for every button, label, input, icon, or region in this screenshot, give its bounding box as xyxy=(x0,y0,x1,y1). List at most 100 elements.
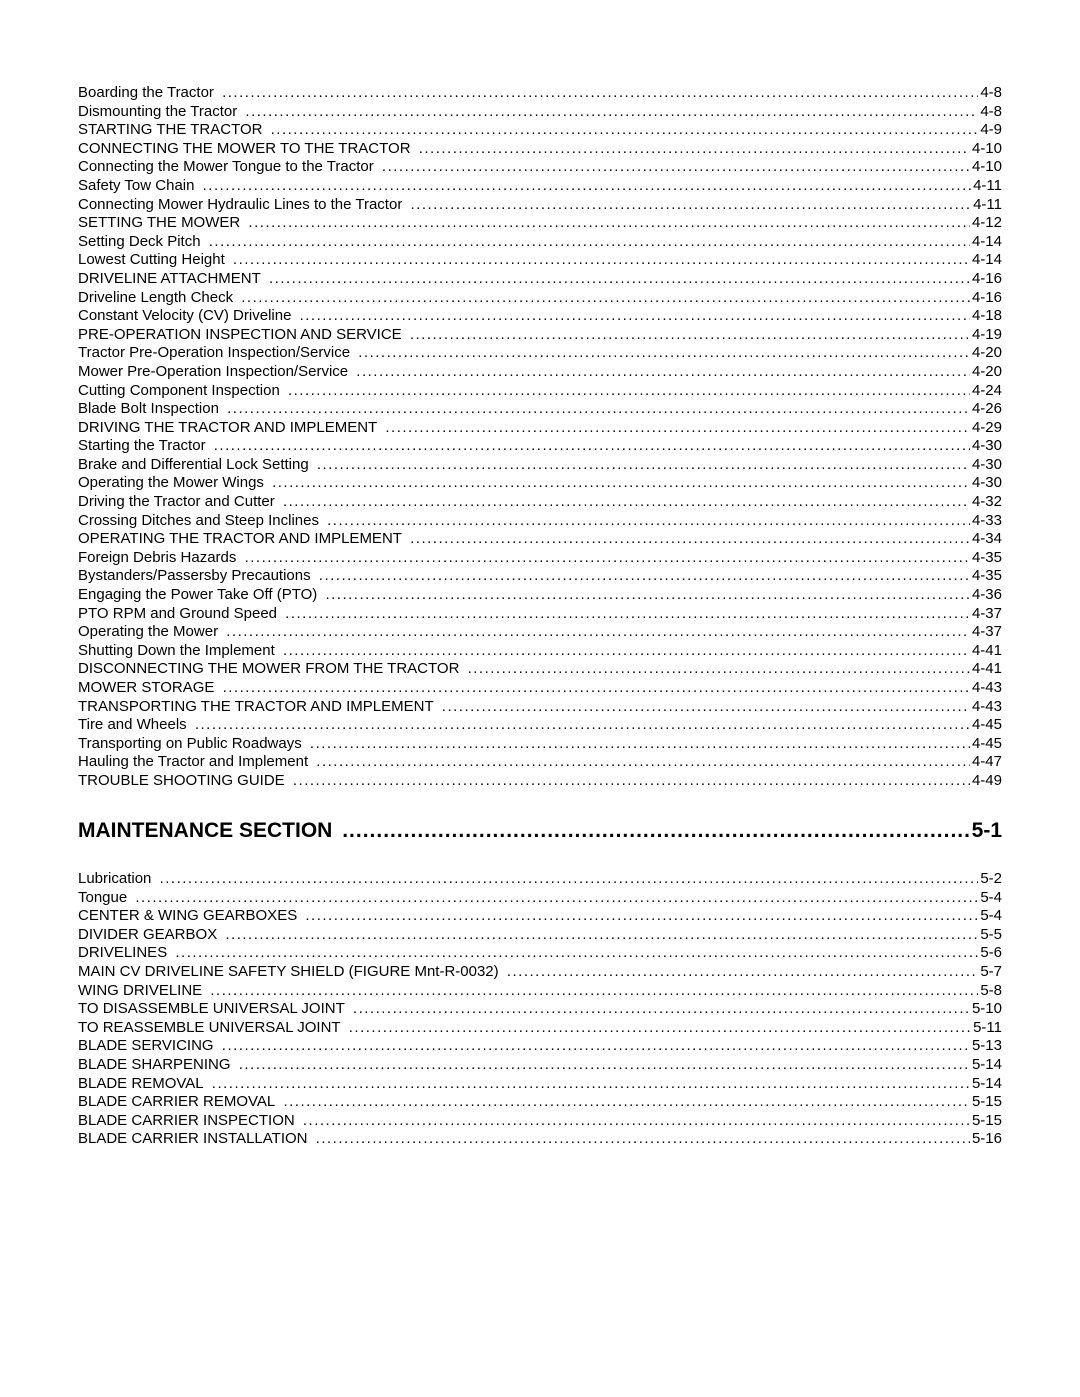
toc-entry: PRE-OPERATION INSPECTION AND SERVICE ...… xyxy=(78,327,1002,342)
toc-entry-page: 4-35 xyxy=(970,550,1002,565)
toc-entry: Setting Deck Pitch .....................… xyxy=(78,234,1002,249)
toc-leader-dots: ........................................… xyxy=(283,494,970,509)
toc-leader-dots: ........................................… xyxy=(310,736,970,751)
toc-leader-dots: ........................................… xyxy=(382,159,970,174)
toc-entry: SETTING THE MOWER ......................… xyxy=(78,215,1002,230)
toc-leader-dots: ........................................… xyxy=(245,104,978,119)
toc-entry-title: Tire and Wheels xyxy=(78,717,189,732)
toc-entry-title: CONNECTING THE MOWER TO THE TRACTOR xyxy=(78,141,413,156)
toc-entry-title: Lubrication xyxy=(78,871,153,886)
toc-entry-page: 4-49 xyxy=(970,773,1002,788)
toc-entry-title: PRE-OPERATION INSPECTION AND SERVICE xyxy=(78,327,404,342)
toc-entry-page: 4-37 xyxy=(970,624,1002,639)
toc-leader-dots: ........................................… xyxy=(410,327,970,342)
toc-entry-title: DRIVING THE TRACTOR AND IMPLEMENT xyxy=(78,420,379,435)
toc-leader-dots: ........................................… xyxy=(269,271,970,286)
toc-entry-page: 4-30 xyxy=(970,438,1002,453)
toc-entry: Crossing Ditches and Steep Inclines ....… xyxy=(78,513,1002,528)
toc-leader-dots: ........................................… xyxy=(316,1131,970,1146)
toc-entry-page: 4-11 xyxy=(971,197,1002,212)
toc-entry-title: Lowest Cutting Height xyxy=(78,252,227,267)
toc-section-5: Lubrication ............................… xyxy=(78,871,1002,1146)
toc-entry: Bystanders/Passersby Precautions .......… xyxy=(78,568,1002,583)
toc-entry-page: 4-14 xyxy=(970,252,1002,267)
toc-entry: Operating the Mower ....................… xyxy=(78,624,1002,639)
toc-leader-dots: ........................................… xyxy=(385,420,970,435)
toc-entry-title: Tongue xyxy=(78,890,129,905)
toc-entry-title: Operating the Mower Wings xyxy=(78,475,266,490)
toc-entry-title: Tractor Pre-Operation Inspection/Service xyxy=(78,345,352,360)
toc-entry-page: 4-14 xyxy=(970,234,1002,249)
toc-leader-dots: ........................................… xyxy=(419,141,970,156)
toc-leader-dots: ........................................… xyxy=(507,964,978,979)
toc-entry-page: 5-14 xyxy=(970,1076,1002,1091)
toc-section-5-header: MAINTENANCE SECTION ....................… xyxy=(78,820,1002,841)
toc-entry: Lowest Cutting Height ..................… xyxy=(78,252,1002,267)
toc-leader-dots: ........................................… xyxy=(319,568,970,583)
toc-entry-page: 5-4 xyxy=(978,890,1002,905)
toc-entry-title: BLADE CARRIER INSPECTION xyxy=(78,1113,297,1128)
toc-entry: Lubrication ............................… xyxy=(78,871,1002,886)
toc-entry-title: Dismounting the Tractor xyxy=(78,104,239,119)
toc-entry-title: DRIVELINE ATTACHMENT xyxy=(78,271,263,286)
toc-leader-dots: ........................................… xyxy=(239,1057,970,1072)
toc-entry: BLADE REMOVAL ..........................… xyxy=(78,1076,1002,1091)
toc-entry-page: 4-16 xyxy=(970,271,1002,286)
toc-entry: TO REASSEMBLE UNIVERSAL JOINT ..........… xyxy=(78,1020,1002,1035)
toc-leader-dots: ........................................… xyxy=(226,624,970,639)
toc-entry-page: 4-47 xyxy=(970,754,1002,769)
toc-entry-page: 4-41 xyxy=(970,643,1002,658)
toc-entry-page: 5-15 xyxy=(970,1113,1002,1128)
toc-entry-title: BLADE CARRIER INSTALLATION xyxy=(78,1131,310,1146)
toc-entry: Tire and Wheels ........................… xyxy=(78,717,1002,732)
toc-entry: Driving the Tractor and Cutter .........… xyxy=(78,494,1002,509)
toc-leader-dots: ........................................… xyxy=(248,215,970,230)
toc-entry: Boarding the Tractor ...................… xyxy=(78,85,1002,100)
toc-entry-page: 4-41 xyxy=(970,661,1002,676)
toc-entry-page: 4-11 xyxy=(971,178,1002,193)
toc-entry: BLADE SHARPENING .......................… xyxy=(78,1057,1002,1072)
toc-entry-page: 4-19 xyxy=(970,327,1002,342)
toc-entry: Dismounting the Tractor ................… xyxy=(78,104,1002,119)
toc-entry: TO DISASSEMBLE UNIVERSAL JOINT .........… xyxy=(78,1001,1002,1016)
toc-leader-dots: ........................................… xyxy=(283,643,970,658)
toc-entry-page: 5-14 xyxy=(970,1057,1002,1072)
toc-entry-title: OPERATING THE TRACTOR AND IMPLEMENT xyxy=(78,531,404,546)
toc-leader-dots: ........................................… xyxy=(195,717,970,732)
toc-leader-dots: ........................................… xyxy=(227,401,970,416)
toc-leader-dots: ........................................… xyxy=(212,1076,970,1091)
toc-entry-page: 4-26 xyxy=(970,401,1002,416)
toc-entry-title: CENTER & WING GEARBOXES xyxy=(78,908,299,923)
toc-entry: Tongue .................................… xyxy=(78,890,1002,905)
toc-leader-dots: ........................................… xyxy=(293,773,970,788)
toc-entry-page: 4-32 xyxy=(970,494,1002,509)
toc-leader-dots: ........................................… xyxy=(317,457,970,472)
toc-entry-page: 4-10 xyxy=(970,159,1002,174)
section-header-title: MAINTENANCE SECTION xyxy=(78,820,334,841)
toc-entry-title: Transporting on Public Roadways xyxy=(78,736,304,751)
toc-entry: CENTER & WING GEARBOXES ................… xyxy=(78,908,1002,923)
toc-entry-page: 4-35 xyxy=(970,568,1002,583)
toc-entry-title: WING DRIVELINE xyxy=(78,983,204,998)
toc-entry-title: Driving the Tractor and Cutter xyxy=(78,494,277,509)
toc-entry-page: 4-30 xyxy=(970,475,1002,490)
toc-leader-dots: ........................................… xyxy=(223,680,970,695)
toc-entry-title: DIVIDER GEARBOX xyxy=(78,927,219,942)
toc-leader-dots: ........................................… xyxy=(233,252,970,267)
toc-entry-page: 5-15 xyxy=(970,1094,1002,1109)
toc-entry-title: Setting Deck Pitch xyxy=(78,234,203,249)
toc-entry-page: 4-37 xyxy=(970,606,1002,621)
toc-leader-dots: ........................................… xyxy=(285,606,970,621)
toc-entry-title: Blade Bolt Inspection xyxy=(78,401,221,416)
toc-entry: Mower Pre-Operation Inspection/Service .… xyxy=(78,364,1002,379)
toc-entry-title: BLADE REMOVAL xyxy=(78,1076,206,1091)
toc-leader-dots: ........................................… xyxy=(353,1001,970,1016)
toc-leader-dots: ........................................… xyxy=(272,475,970,490)
toc-leader-dots: ........................................… xyxy=(300,308,970,323)
toc-entry: BLADE CARRIER REMOVAL ..................… xyxy=(78,1094,1002,1109)
toc-entry-title: PTO RPM and Ground Speed xyxy=(78,606,279,621)
toc-leader-dots: ........................................… xyxy=(214,438,970,453)
toc-entry: Safety Tow Chain .......................… xyxy=(78,178,1002,193)
toc-leader-dots: ........................................… xyxy=(283,1094,970,1109)
toc-leader-dots: ........................................… xyxy=(203,178,971,193)
